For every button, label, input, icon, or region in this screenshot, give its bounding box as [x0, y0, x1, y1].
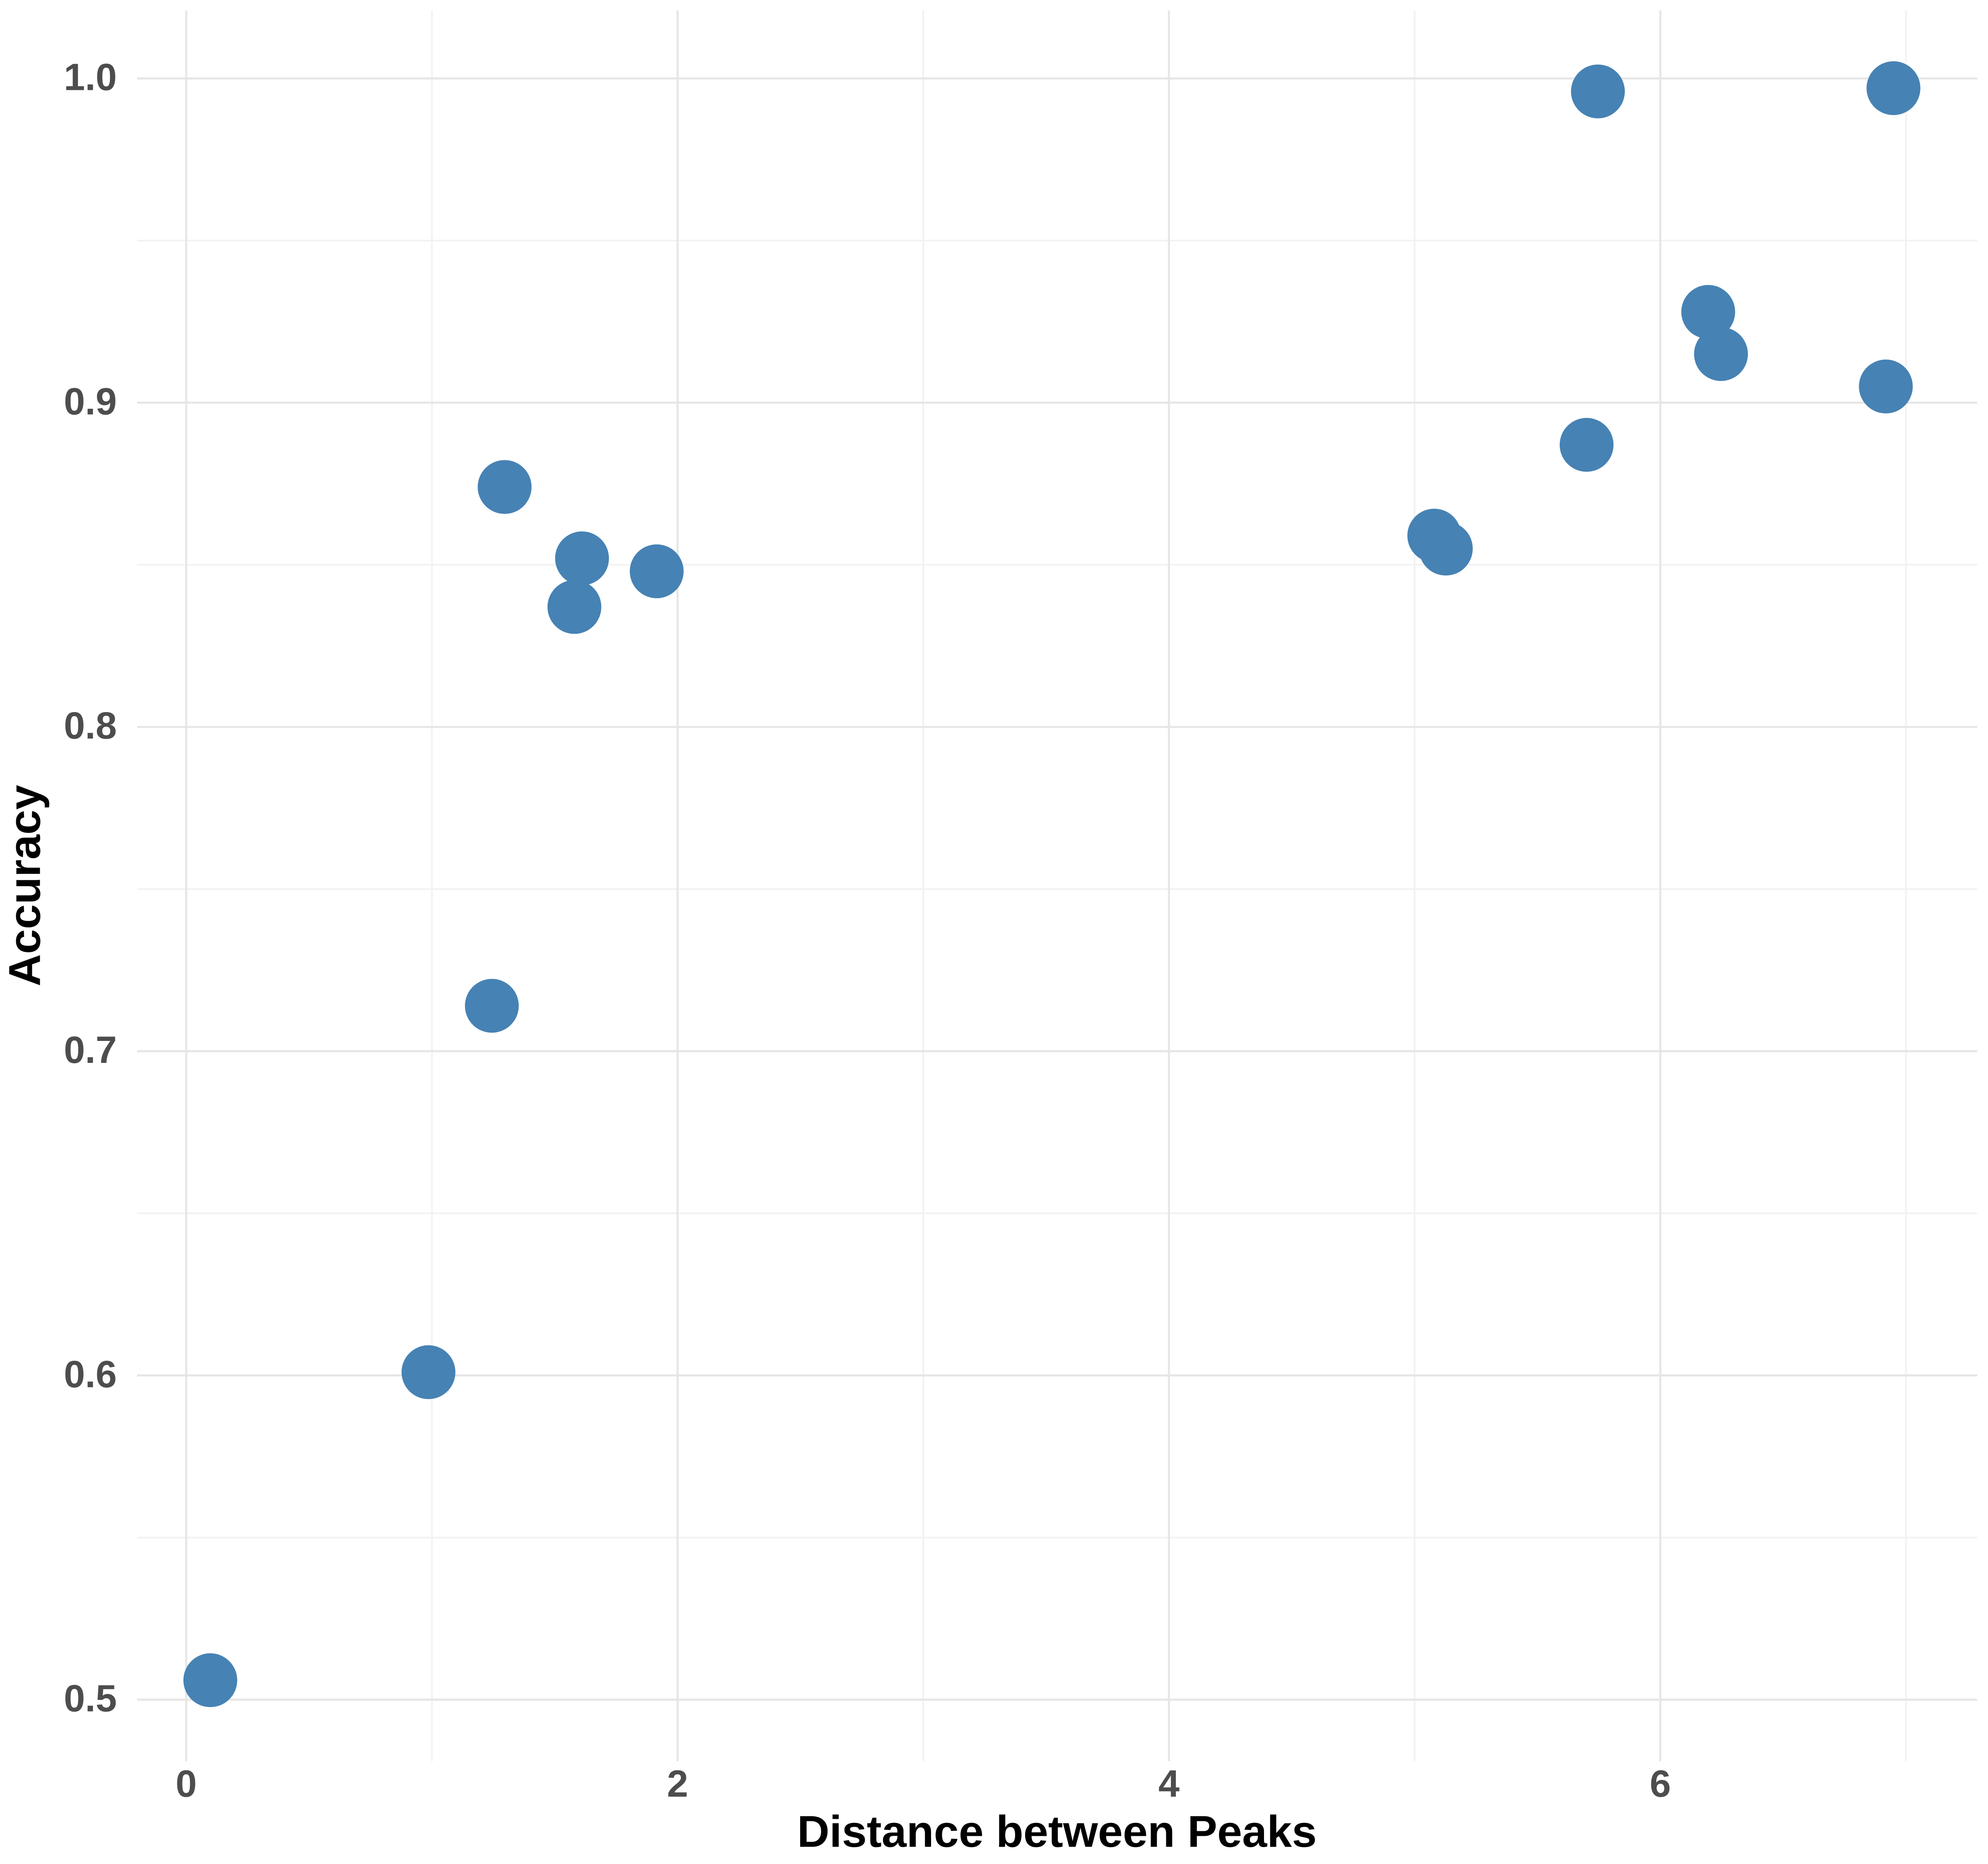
x-tick-label: 4 — [1158, 1763, 1180, 1805]
y-tick-label: 0.8 — [64, 705, 117, 747]
point — [183, 1653, 237, 1707]
point — [478, 460, 532, 514]
point — [1866, 61, 1920, 115]
point — [1419, 522, 1473, 576]
x-axis-title: Distance between Peaks — [797, 1806, 1317, 1857]
point — [1559, 418, 1614, 472]
point — [1859, 360, 1913, 414]
point — [547, 580, 601, 634]
point — [1571, 64, 1625, 118]
x-tick-label: 6 — [1650, 1763, 1671, 1805]
y-tick-label: 0.6 — [64, 1353, 117, 1396]
x-tick-label: 2 — [667, 1763, 688, 1805]
point — [1681, 285, 1735, 339]
point — [401, 1345, 456, 1399]
y-axis-title: Accuracy — [0, 785, 50, 986]
x-tick-label: 0 — [176, 1763, 197, 1805]
y-tick-label: 0.7 — [64, 1029, 117, 1071]
y-tick-label: 1.0 — [64, 56, 117, 99]
y-tick-label: 0.5 — [64, 1678, 117, 1720]
point — [465, 979, 519, 1033]
point — [630, 544, 684, 599]
y-tick-label: 0.9 — [64, 380, 117, 423]
point — [555, 531, 609, 585]
point — [1694, 327, 1748, 381]
